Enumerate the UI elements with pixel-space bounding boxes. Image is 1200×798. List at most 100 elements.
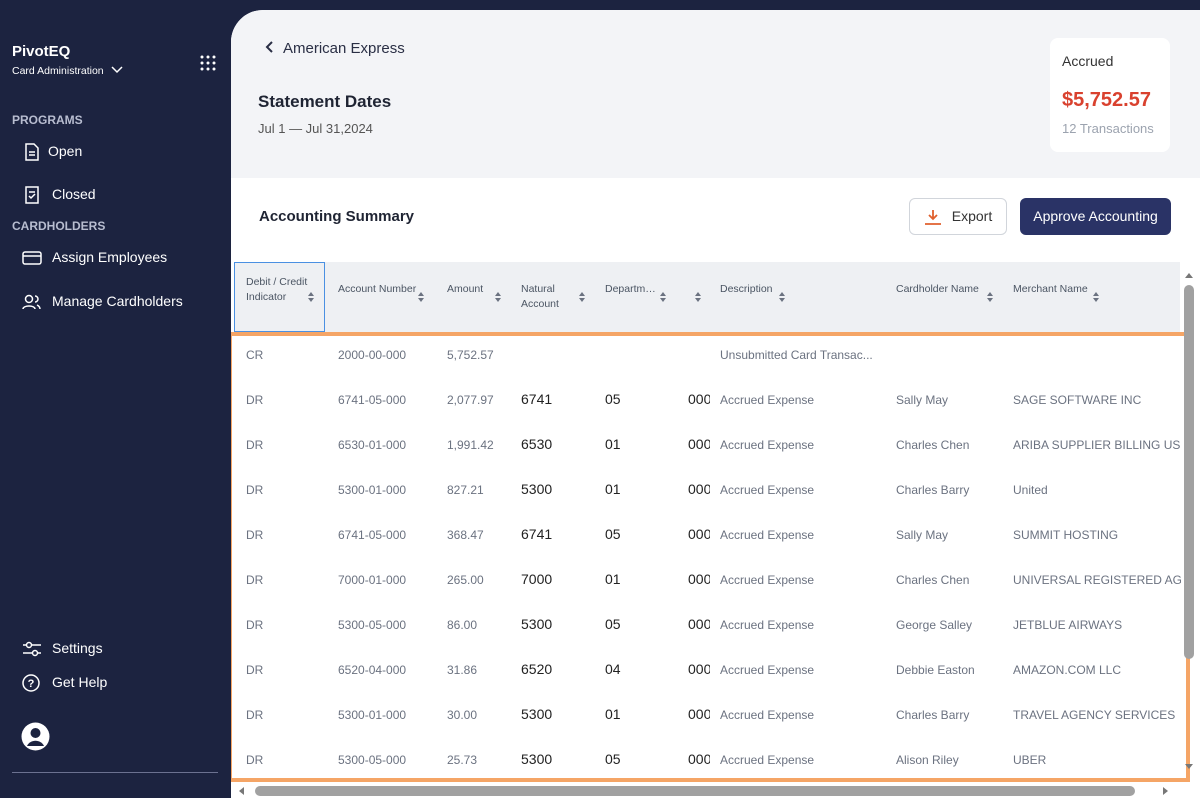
- cell: 6741-05-000: [338, 393, 407, 407]
- nav-item[interactable]: Manage Cardholders: [22, 293, 183, 310]
- cell: Sally May: [896, 393, 949, 407]
- cell: 000: [688, 706, 710, 722]
- sort-icon[interactable]: [494, 291, 502, 303]
- cell: 000: [688, 391, 710, 407]
- cell: 2000-00-000: [338, 348, 407, 362]
- cell: Accrued Expense: [720, 483, 815, 497]
- main-panel: American Express Statement Dates Jul 1 —…: [231, 10, 1200, 798]
- cell: DR: [246, 618, 264, 632]
- statement-dates: Jul 1 — Jul 31,2024: [258, 121, 373, 136]
- cell: 5300-01-000: [338, 708, 407, 722]
- sort-icon[interactable]: [417, 291, 425, 303]
- cell: Accrued Expense: [720, 438, 815, 452]
- divider: [12, 772, 218, 773]
- cell: 5300: [521, 706, 553, 722]
- sort-icon[interactable]: [694, 291, 702, 303]
- cell: 2,077.97: [447, 393, 494, 407]
- section-label: PROGRAMS: [12, 113, 83, 127]
- v-scroll-track: [1184, 273, 1194, 769]
- cell: DR: [246, 663, 264, 677]
- cell: 6530-01-000: [338, 438, 407, 452]
- cell: 05: [605, 391, 621, 407]
- cell: 5300-05-000: [338, 753, 407, 767]
- cell: Accrued Expense: [720, 393, 815, 407]
- cell: DR: [246, 708, 264, 722]
- icon: [22, 295, 41, 310]
- cell: 6530: [521, 436, 553, 452]
- nav-label: Open: [48, 143, 83, 159]
- sort-icon[interactable]: [659, 291, 667, 303]
- nav-item[interactable]: Closed: [24, 186, 96, 205]
- accrued-amount: $5,752.57: [1062, 89, 1151, 111]
- icon: [22, 251, 42, 266]
- icon: [25, 143, 39, 162]
- cell: 7000-01-000: [338, 573, 407, 587]
- sort-icon[interactable]: [778, 291, 786, 303]
- sort-icon[interactable]: [1092, 291, 1100, 303]
- cell: 000: [688, 571, 710, 587]
- cell: SAGE SOFTWARE INC: [1013, 393, 1142, 407]
- cell: 000: [688, 481, 710, 497]
- cell: 01: [605, 571, 621, 587]
- back-link[interactable]: American Express: [265, 40, 405, 57]
- cell: DR: [246, 393, 264, 407]
- cell: 01: [605, 436, 621, 452]
- apps-icon[interactable]: [200, 55, 216, 71]
- cell: Unsubmitted Card Transac...: [720, 348, 873, 362]
- cell: 000: [688, 616, 710, 632]
- cell: SUMMIT HOSTING: [1013, 528, 1119, 542]
- focused-header: [234, 262, 325, 332]
- column-header: Departm…: [605, 283, 656, 295]
- v-scrollbar[interactable]: [1182, 266, 1196, 776]
- cell: UBER: [1013, 753, 1047, 767]
- brand: PivotEQ: [12, 43, 71, 60]
- cell: JETBLUE AIRWAYS: [1013, 618, 1123, 632]
- cell: 000: [688, 526, 710, 542]
- column-header: Amount: [447, 283, 484, 295]
- cell: 7000: [521, 571, 553, 587]
- cell: United: [1013, 483, 1048, 497]
- h-scrollbar[interactable]: [231, 784, 1181, 798]
- cell: DR: [246, 528, 264, 542]
- cell: 5300-05-000: [338, 618, 407, 632]
- cell: Charles Chen: [896, 438, 970, 452]
- cell: ARIBA SUPPLIER BILLING US: [1013, 438, 1181, 452]
- approve-button[interactable]: Approve Accounting: [1020, 198, 1171, 235]
- nav-item[interactable]: Open: [24, 143, 83, 162]
- cell: Accrued Expense: [720, 528, 815, 542]
- nav-label: Assign Employees: [52, 249, 168, 265]
- cell: 6741: [521, 391, 553, 407]
- cell: DR: [246, 483, 264, 497]
- nav-item[interactable]: Settings: [22, 640, 103, 657]
- cell: 265.00: [447, 573, 484, 587]
- nav-item[interactable]: Assign Employees: [22, 249, 167, 266]
- icon: [23, 642, 41, 657]
- h-scroll-track: [239, 786, 1168, 796]
- sort-icon[interactable]: [578, 291, 586, 303]
- cell: DR: [246, 753, 264, 767]
- avatar[interactable]: [21, 722, 50, 751]
- org-switch[interactable]: Card Administration: [12, 65, 123, 77]
- cell: 000: [688, 751, 710, 767]
- column-header: Debit / Credit Indicator: [246, 276, 308, 303]
- column-header: Merchant Name: [1013, 283, 1088, 295]
- cell: Accrued Expense: [720, 663, 815, 677]
- nav-label: Settings: [52, 640, 103, 656]
- export-button[interactable]: Export: [909, 198, 1007, 235]
- icon: ?: [22, 674, 40, 693]
- cell: 31.86: [447, 663, 478, 677]
- cell: 1,991.42: [447, 438, 494, 452]
- cell: 6741: [521, 526, 553, 542]
- sort-icon[interactable]: [986, 291, 994, 303]
- cell: 25.73: [447, 753, 478, 767]
- cell: DR: [246, 438, 264, 452]
- nav-item[interactable]: ? Get Help: [22, 674, 107, 693]
- cell: 6520-04-000: [338, 663, 407, 677]
- cell: 5300: [521, 481, 553, 497]
- back-label: American Express: [283, 40, 405, 57]
- cell: Sally May: [896, 528, 949, 542]
- sort-icon[interactable]: [307, 291, 315, 303]
- cell: 04: [605, 661, 621, 677]
- cell: 86.00: [447, 618, 478, 632]
- cell: 6741-05-000: [338, 528, 407, 542]
